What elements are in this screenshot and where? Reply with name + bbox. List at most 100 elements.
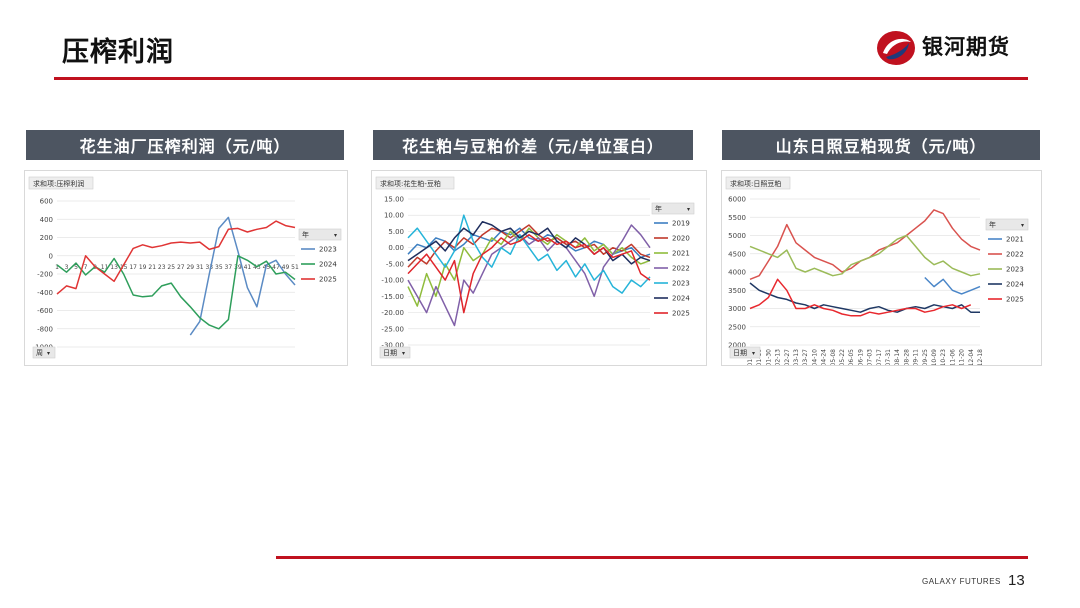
x-tick-label: 07-03 xyxy=(867,349,874,365)
x-tick-label: 25 xyxy=(167,264,175,271)
legend-title: 年 xyxy=(989,220,996,229)
page-number: 13 xyxy=(1008,572,1025,589)
x-tick-label: 03-27 xyxy=(802,349,809,365)
chart-svg: 求和项:压榨利润6004002000-200-400-600-800-10001… xyxy=(28,176,342,359)
field-label: 求和项:日照豆粕 xyxy=(730,179,781,188)
legend-title-box xyxy=(651,202,695,215)
legend-dropdown-icon: ▾ xyxy=(334,232,337,239)
x-tick-label: 08-14 xyxy=(894,349,901,365)
y-tick-label: 6000 xyxy=(728,196,746,204)
x-tick-label: 02-27 xyxy=(784,349,791,365)
y-tick-label: -400 xyxy=(37,289,53,297)
legend-entry: 2020 xyxy=(672,235,690,243)
y-tick-label: 400 xyxy=(40,216,53,224)
x-tick-label: 7 xyxy=(84,264,88,271)
x-tick-label: 21 xyxy=(148,264,156,271)
legend-entry: 2021 xyxy=(1006,236,1024,244)
x-tick-label: 05-08 xyxy=(830,349,837,365)
y-tick-label: -5.00 xyxy=(386,260,404,268)
x-tick-label: 12-18 xyxy=(977,349,984,365)
footer-divider xyxy=(276,556,1028,559)
series-line-2022 xyxy=(407,224,651,327)
x-tick-label: 12-04 xyxy=(968,349,975,365)
y-tick-label: 3500 xyxy=(728,287,746,295)
x-tick-label: 49 xyxy=(282,264,290,271)
x-tick-label: 02-13 xyxy=(775,349,782,365)
legend-entry: 2024 xyxy=(319,261,337,269)
galaxy-logo-icon xyxy=(877,31,915,65)
x-tick-label: 41 xyxy=(244,264,252,271)
chart-peanut-oil-profit: 求和项:压榨利润6004002000-200-400-600-800-10001… xyxy=(24,170,348,366)
series-line-2023 xyxy=(749,234,981,277)
x-tick-label: 10-09 xyxy=(931,349,938,365)
x-tick-label: 47 xyxy=(272,264,280,271)
legend-title-box xyxy=(298,228,342,241)
x-tick-label: 35 xyxy=(215,264,223,271)
filter-button xyxy=(379,346,411,359)
footer-brand: GALAXY FUTURES xyxy=(922,577,1001,586)
chart-svg: 求和项:花生粕-豆粕 15.00 10.00 5.00 0.00 -5.00 -10.00 -… xyxy=(375,176,695,359)
field-label-box xyxy=(28,176,94,190)
x-tick-label: 11-06 xyxy=(949,349,956,365)
series-line-2025 xyxy=(56,220,296,295)
series-line-2022 xyxy=(749,209,981,280)
x-tick-label: 31 xyxy=(196,264,204,271)
legend-entry: 2023 xyxy=(1006,266,1024,274)
y-tick-label: 10.00 xyxy=(384,212,404,220)
legend-entry: 2023 xyxy=(319,246,337,254)
y-tick-label: 2000 xyxy=(728,342,746,350)
header-divider xyxy=(54,77,1028,80)
x-tick-label: 23 xyxy=(158,264,166,271)
field-label-box xyxy=(375,176,455,190)
legend-title-box xyxy=(985,218,1029,231)
x-tick-label: 09-25 xyxy=(922,349,929,365)
legend-entry: 2024 xyxy=(672,295,690,303)
y-tick-label: 0.00 xyxy=(388,244,404,252)
y-tick-label: -800 xyxy=(37,325,53,333)
legend-entry: 2025 xyxy=(1006,296,1024,304)
x-tick-label: 37 xyxy=(225,264,233,271)
legend-title: 年 xyxy=(655,204,662,213)
filter-label: 日期 xyxy=(383,349,397,357)
y-tick-label: -30.00 xyxy=(381,342,404,350)
filter-dropdown-icon: ▾ xyxy=(752,350,755,357)
legend-entry: 2022 xyxy=(672,265,690,273)
field-label-box xyxy=(725,176,791,190)
x-tick-label: 04-24 xyxy=(821,349,828,365)
x-tick-label: 29 xyxy=(186,264,194,271)
x-tick-label: 33 xyxy=(205,264,213,271)
brand-logo: 银河期货 xyxy=(874,28,1034,68)
series-line-2024 xyxy=(407,220,651,265)
y-tick-label: -15.00 xyxy=(381,293,404,301)
legend-dropdown-icon: ▾ xyxy=(1021,222,1024,229)
x-tick-label: 51 xyxy=(291,264,299,271)
legend-entry: 2024 xyxy=(1006,281,1024,289)
panel-header-peanut-oil-profit: 花生油厂压榨利润（元/吨） xyxy=(26,130,344,160)
filter-label: 日期 xyxy=(733,349,747,357)
y-tick-label: 4000 xyxy=(728,269,746,277)
x-tick-label: 3 xyxy=(65,264,69,271)
x-tick-label: 27 xyxy=(177,264,185,271)
filter-dropdown-icon: ▾ xyxy=(47,350,50,357)
filter-button xyxy=(729,346,761,359)
legend-entry: 2025 xyxy=(672,310,690,318)
x-tick-label: 15 xyxy=(120,264,128,271)
y-tick-label: -20.00 xyxy=(381,309,404,317)
legend-entry: 2021 xyxy=(672,250,690,258)
chart-meal-spread: 求和项:花生粕-豆粕 15.00 10.00 5.00 0.00 -5.00 -10.00 -… xyxy=(371,170,707,366)
y-tick-label: -10.00 xyxy=(381,277,404,285)
filter-dropdown-icon: ▾ xyxy=(402,350,405,357)
x-tick-label: 05-22 xyxy=(839,349,846,365)
legend-dropdown-icon: ▾ xyxy=(687,206,690,213)
brand-name: 银河期货 xyxy=(922,35,1010,59)
series-line-2023 xyxy=(189,216,296,336)
legend-entry: 2022 xyxy=(1006,251,1024,259)
y-tick-label: 5000 xyxy=(728,232,746,240)
y-tick-label: 15.00 xyxy=(384,196,404,204)
series-line-2025 xyxy=(407,233,651,314)
x-tick-label: 11-20 xyxy=(959,349,966,365)
x-tick-label: 19 xyxy=(139,264,147,271)
x-tick-label: 10-23 xyxy=(940,349,947,365)
y-tick-label: 0 xyxy=(49,252,53,260)
field-label: 求和项:压榨利润 xyxy=(33,179,84,188)
